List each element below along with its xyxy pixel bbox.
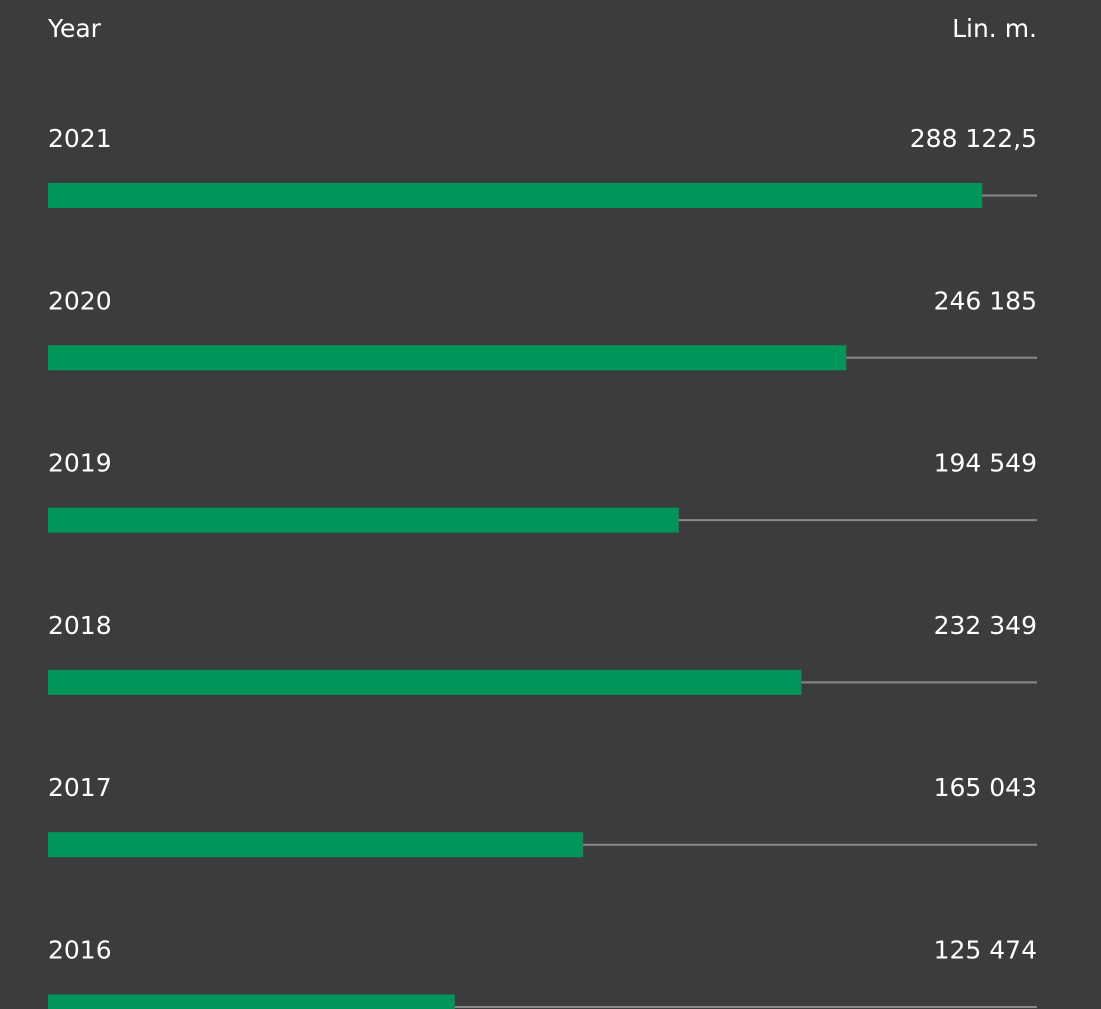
category-label: 2016 [48, 936, 112, 965]
category-label: 2020 [48, 286, 112, 315]
category-header: Year [47, 14, 102, 43]
value-label: 232 349 [934, 611, 1037, 640]
bar [48, 669, 802, 695]
bar [48, 994, 455, 1009]
value-label: 165 043 [934, 773, 1037, 802]
value-label: 288 122,5 [910, 124, 1037, 153]
value-label: 125 474 [934, 936, 1037, 965]
value-label: 246 185 [934, 286, 1037, 315]
category-label: 2019 [48, 449, 112, 478]
bar [48, 832, 584, 858]
bar [48, 183, 983, 208]
category-label: 2017 [48, 773, 112, 802]
value-header: Lin. m. [952, 14, 1037, 43]
bar [48, 507, 679, 533]
category-label: 2018 [48, 611, 112, 640]
bar [48, 345, 847, 371]
value-label: 194 549 [934, 449, 1037, 478]
category-label: 2021 [48, 124, 112, 153]
